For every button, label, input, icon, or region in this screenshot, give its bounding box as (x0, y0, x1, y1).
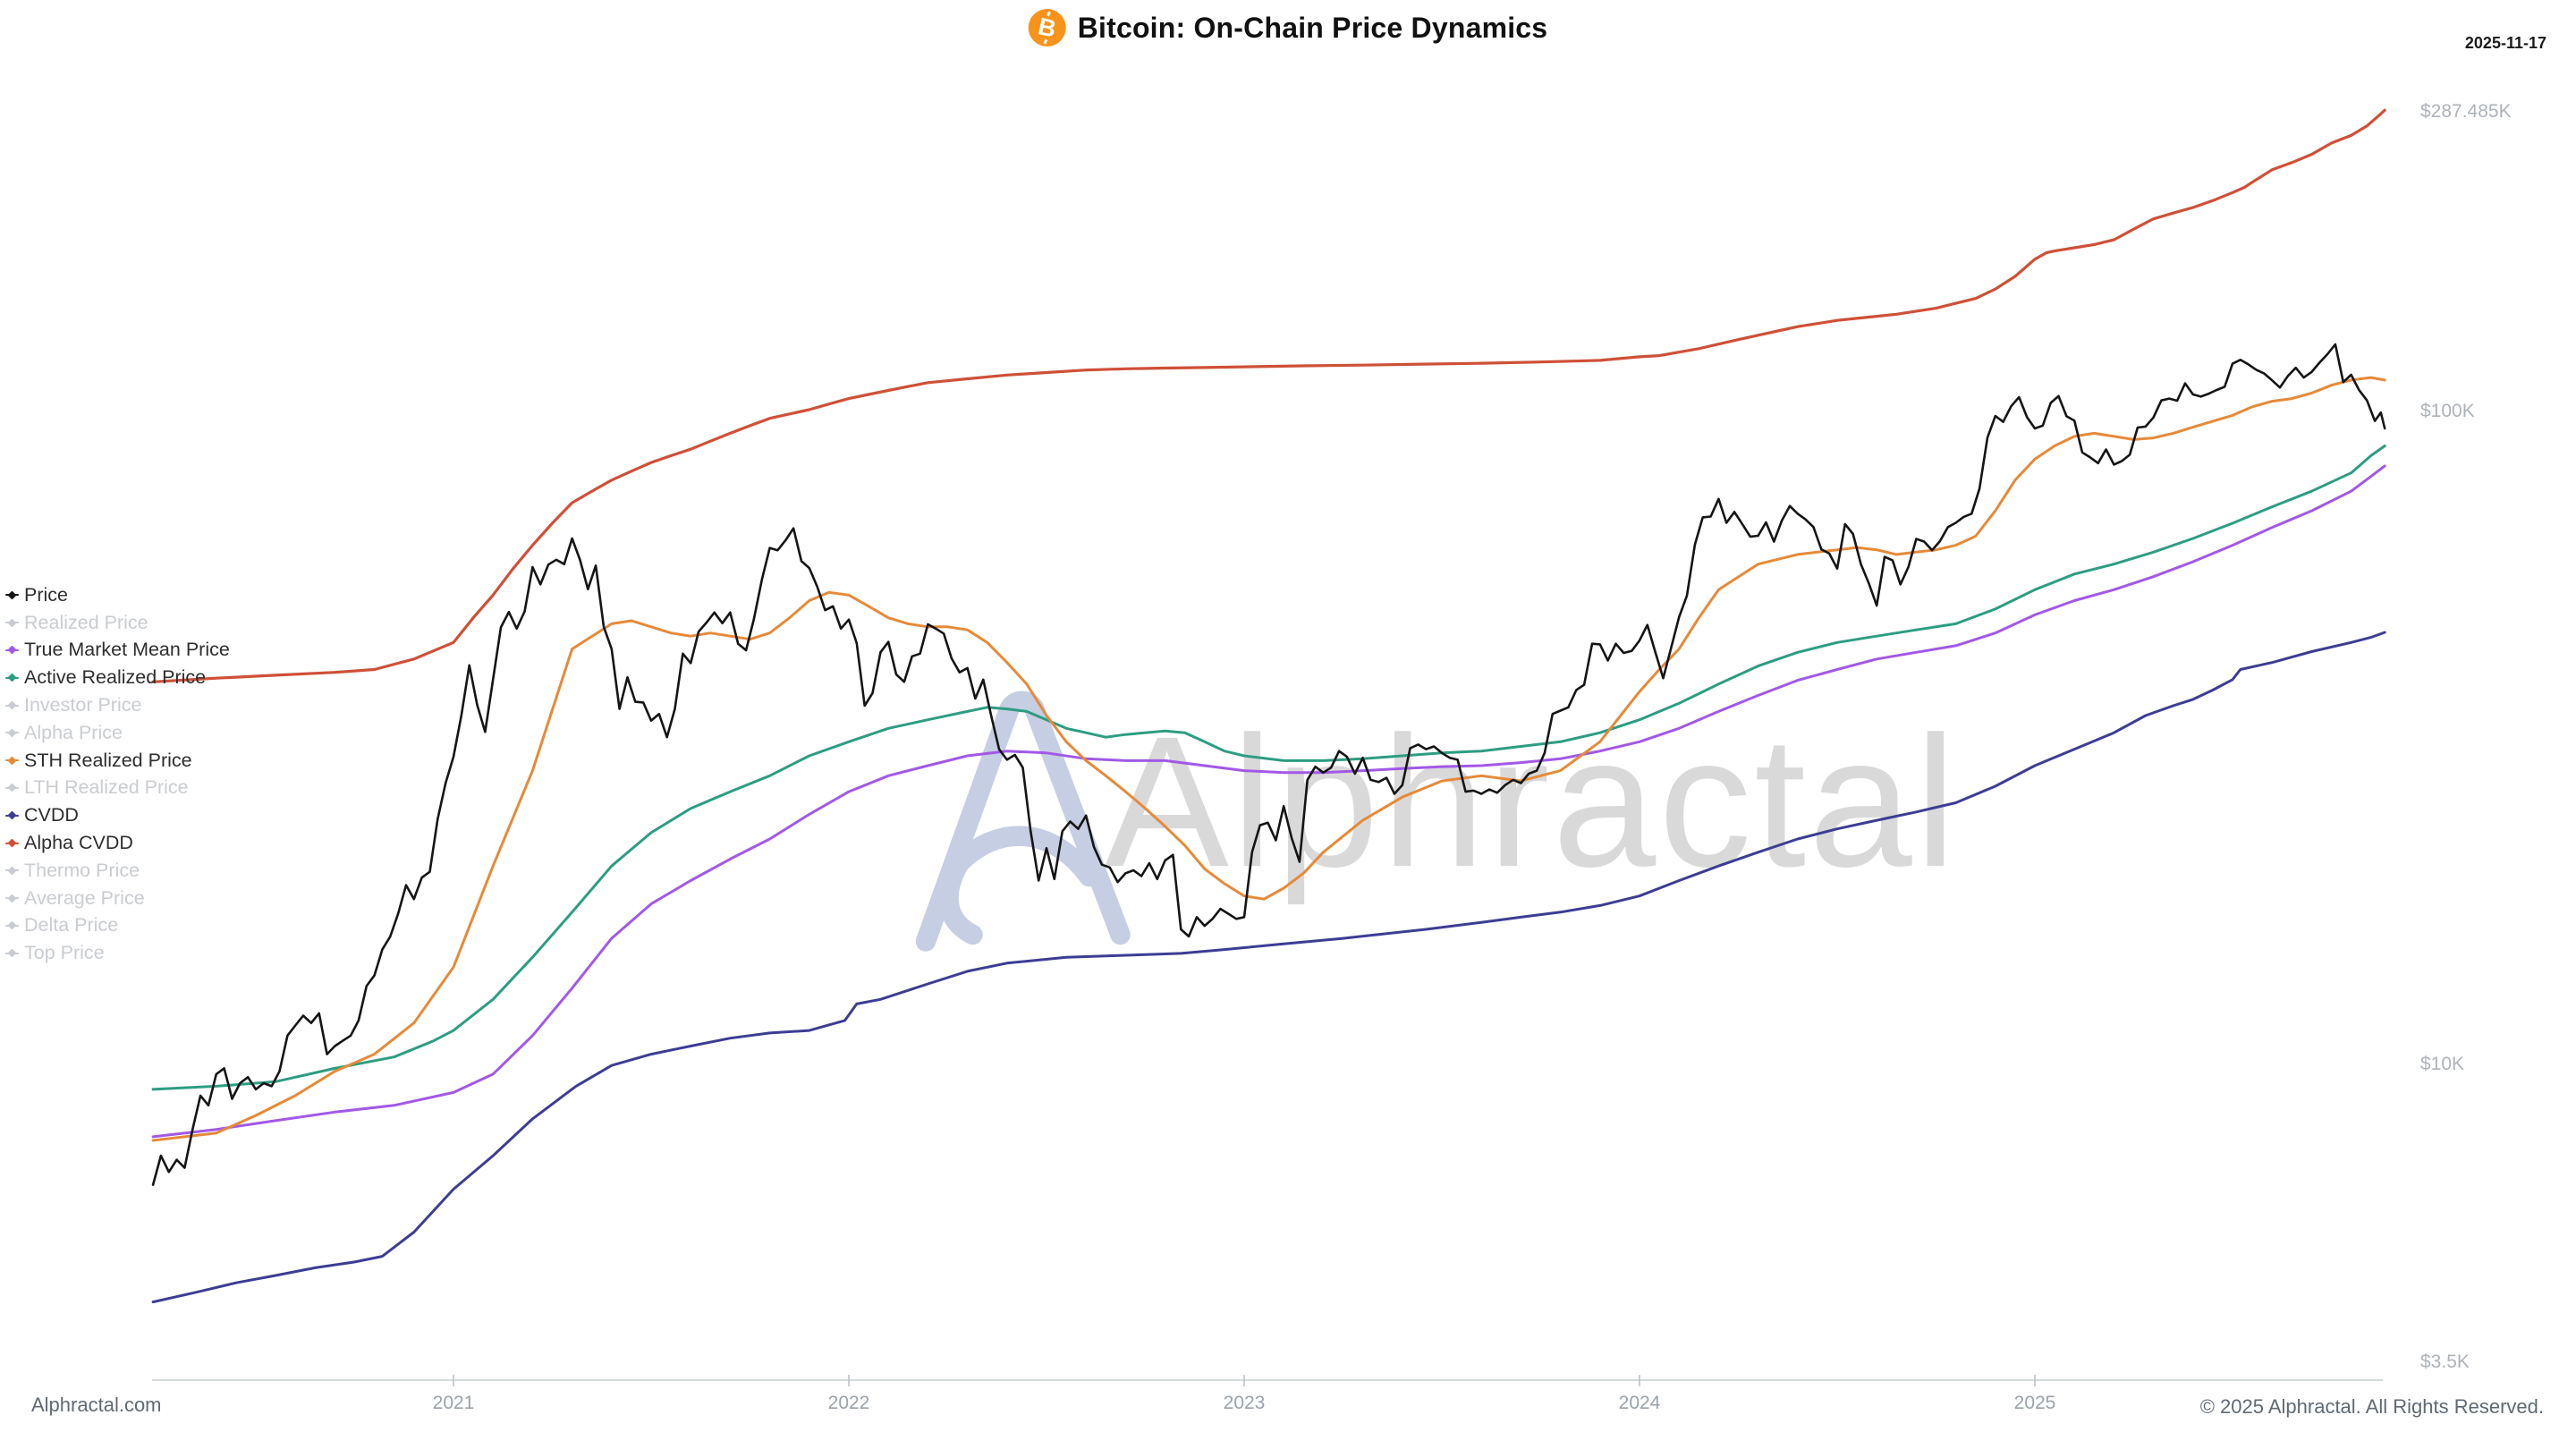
header: B Bitcoin: On-Chain Price Dynamics 2025-… (0, 7, 2576, 61)
legend-item-investor-price[interactable]: Investor Price (5, 691, 274, 719)
legend-item-label: STH Realized Price (24, 749, 192, 771)
legend-marker-icon (5, 948, 19, 959)
series-line-alpha-cvdd (151, 108, 2386, 683)
legend-marker-icon (5, 673, 19, 683)
legend-item-sth-realized-price[interactable]: STH Realized Price (5, 747, 274, 775)
page-title: Bitcoin: On-Chain Price Dynamics (1077, 11, 1548, 44)
legend-marker-icon (5, 617, 19, 628)
legend-item-lth-realized-price[interactable]: LTH Realized Price (5, 775, 274, 802)
legend-item-label: Delta Price (24, 914, 119, 936)
legend-item-cvdd[interactable]: CVDD (5, 801, 274, 829)
legend-item-label: Price (24, 583, 68, 606)
legend-item-label: LTH Realized Price (24, 776, 189, 799)
legend-item-active-realized-price[interactable]: Active Realized Price (5, 664, 274, 691)
legend-item-label: Average Price (24, 886, 145, 909)
legend-item-label: Alpha Price (24, 721, 123, 743)
legend-marker-icon (5, 700, 19, 711)
legend-item-label: CVDD (24, 804, 79, 826)
legend-item-label: Alpha CVDD (24, 832, 133, 854)
legend-item-price[interactable]: Price (5, 581, 274, 609)
series-line-true-market-mean (151, 464, 2386, 1139)
legend-marker-icon (5, 893, 19, 903)
footer-site: Alphractal.com (31, 1394, 162, 1416)
legend-item-true-market-mean-price[interactable]: True Market Mean Price (5, 637, 274, 665)
legend-marker-icon (5, 645, 19, 656)
legend: Price Realized Price True Market Mean Pric… (5, 581, 274, 967)
legend-marker-icon (5, 865, 19, 876)
legend-marker-icon (5, 838, 19, 849)
legend-item-label: Active Realized Price (24, 666, 207, 689)
series-line-active-realized (151, 445, 2386, 1091)
x-tick-label: 2025 (2014, 1393, 2056, 1413)
legend-item-label: Thermo Price (24, 859, 140, 881)
x-tick-label: 2021 (433, 1393, 475, 1413)
footer-copyright: © 2025 Alphractal. All Rights Reserved. (2199, 1395, 2544, 1418)
legend-item-realized-price[interactable]: Realized Price (5, 609, 274, 637)
legend-item-label: Realized Price (24, 611, 148, 633)
y-tick-label: $3.5K (2420, 1352, 2470, 1372)
legend-marker-icon (5, 589, 19, 600)
legend-item-label: Top Price (24, 942, 105, 964)
series-line-sth-realized (151, 376, 2386, 1142)
legend-item-top-price[interactable]: Top Price (5, 939, 274, 967)
legend-marker-icon (5, 783, 19, 793)
y-tick-label: $10K (2420, 1054, 2464, 1074)
x-tick-label: 2022 (828, 1393, 870, 1413)
legend-item-label: Investor Price (24, 694, 142, 716)
y-tick-label: $100K (2420, 401, 2475, 421)
x-tick-label: 2024 (1619, 1393, 1661, 1413)
legend-item-average-price[interactable]: Average Price (5, 885, 274, 912)
legend-item-alpha-price[interactable]: Alpha Price (5, 719, 274, 747)
series-line-cvdd (151, 631, 2386, 1304)
legend-marker-icon (5, 920, 19, 931)
series-line-price (151, 343, 2386, 1186)
legend-item-label: True Market Mean Price (24, 639, 230, 661)
y-tick-label: $287.485K (2420, 101, 2512, 122)
legend-item-alpha-cvdd[interactable]: Alpha CVDD (5, 829, 274, 857)
legend-marker-icon (5, 810, 19, 821)
legend-marker-icon (5, 755, 19, 766)
legend-item-delta-price[interactable]: Delta Price (5, 912, 274, 940)
chart-date: 2025-11-17 (2464, 34, 2546, 52)
legend-marker-icon (5, 727, 19, 738)
legend-item-thermo-price[interactable]: Thermo Price (5, 857, 274, 885)
bitcoin-icon: B (1028, 9, 1066, 47)
x-tick-label: 2023 (1224, 1393, 1266, 1413)
